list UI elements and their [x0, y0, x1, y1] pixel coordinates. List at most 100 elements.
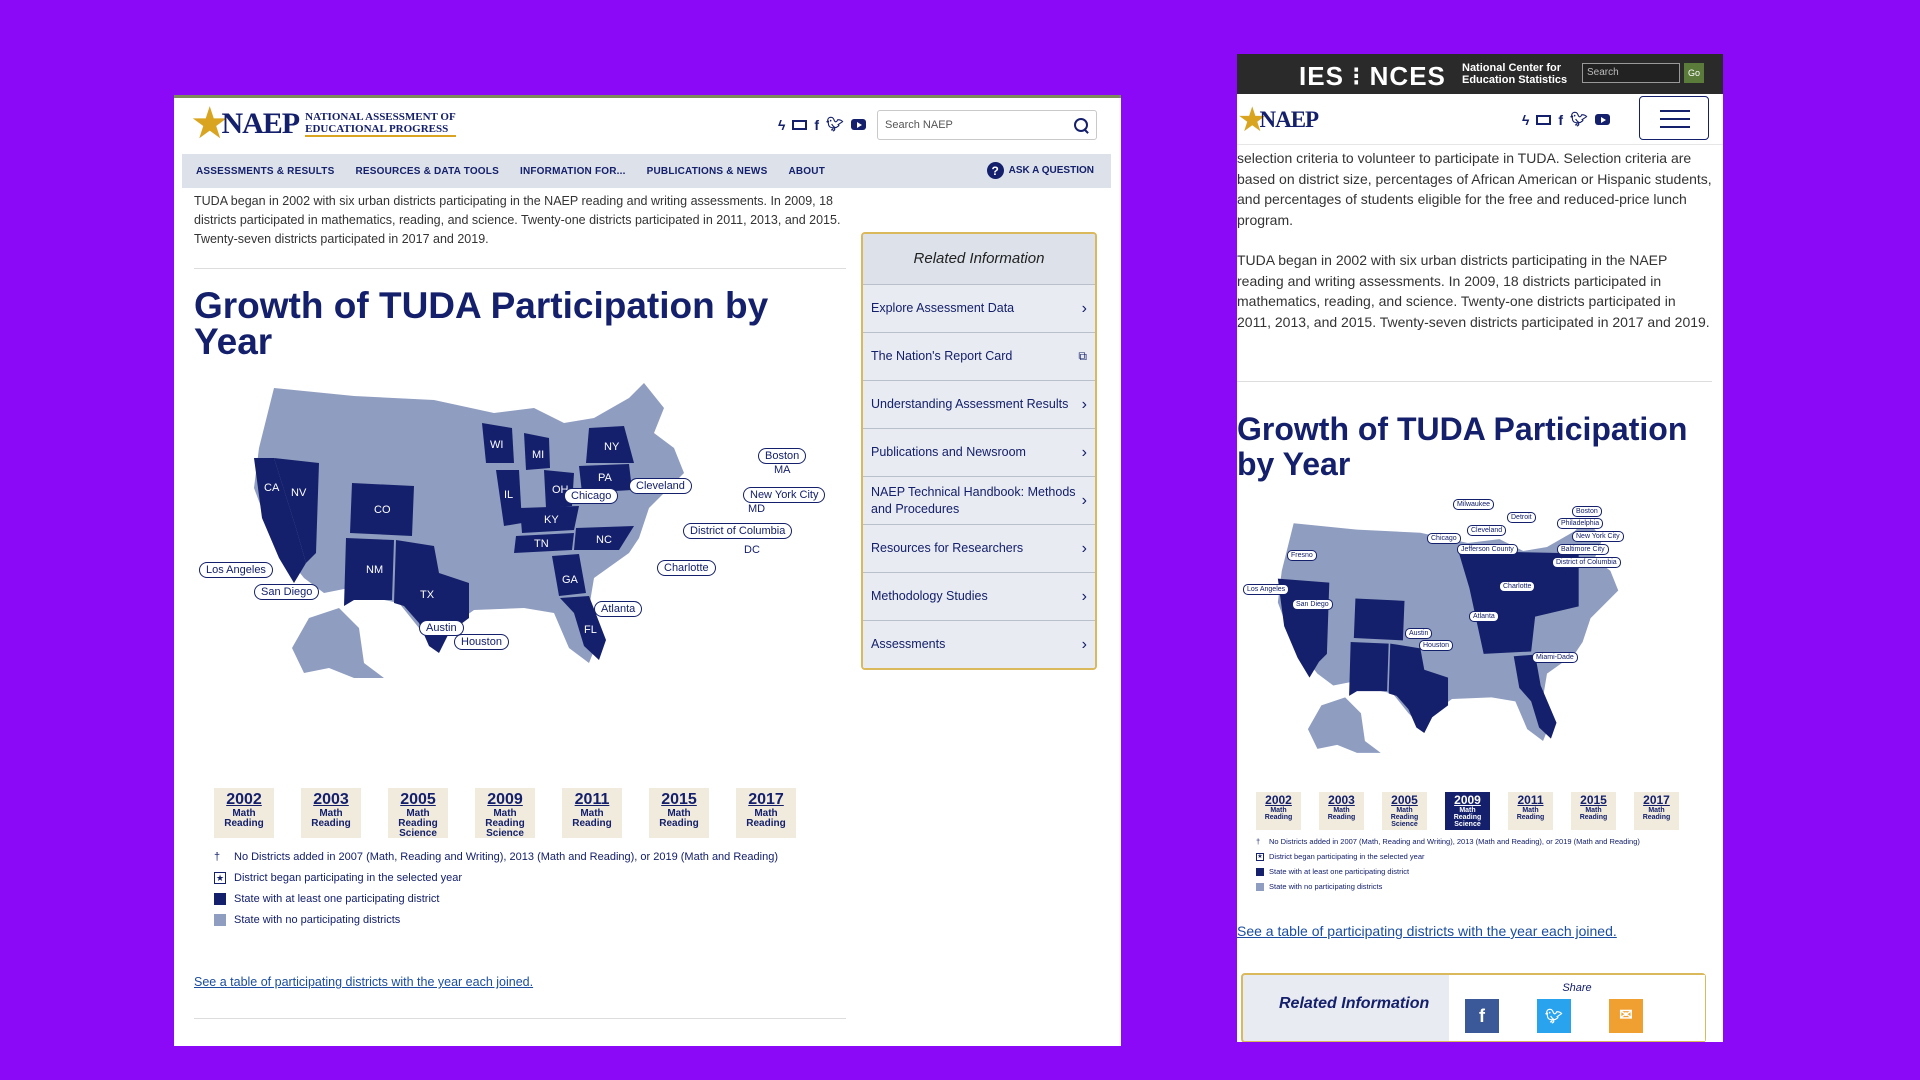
year-button-2017[interactable]: 2017 Math Reading: [736, 788, 796, 838]
state-nm[interactable]: [1349, 642, 1389, 696]
district-callout-houston[interactable]: Houston: [1419, 640, 1454, 651]
related-heading[interactable]: Related Information: [1279, 995, 1430, 1012]
related-item-methodology[interactable]: Methodology Studies ›: [863, 573, 1095, 621]
district-callout-miami-dade[interactable]: Miami-Dade: [1532, 652, 1578, 663]
year-button-2003[interactable]: 2003 Math Reading: [301, 788, 361, 838]
email-share-icon[interactable]: ✉: [1609, 999, 1643, 1033]
lightning-icon[interactable]: ϟ: [778, 116, 786, 133]
go-button[interactable]: Go: [1684, 63, 1704, 83]
year-button-2011[interactable]: 2011 Math Reading: [562, 788, 622, 838]
year-button-2003[interactable]: 2003 Math Reading: [1319, 792, 1364, 830]
district-callout-baltimore-city[interactable]: Baltimore City: [1557, 544, 1609, 555]
year-button-2002[interactable]: 2002 Math Reading: [1256, 792, 1301, 830]
nav-resources-data-tools[interactable]: RESOURCES & DATA TOOLS: [355, 165, 499, 177]
state-co[interactable]: [1353, 598, 1405, 641]
email-icon[interactable]: [792, 119, 808, 130]
district-callout-philadelphia[interactable]: Philadelphia: [1557, 518, 1604, 529]
state-mi[interactable]: [524, 433, 550, 470]
year-button-2017[interactable]: 2017 Math Reading: [1634, 792, 1679, 830]
table-link[interactable]: See a table of participating districts w…: [1237, 923, 1617, 939]
related-item-researchers[interactable]: Resources for Researchers ›: [863, 525, 1095, 573]
year-button-2005[interactable]: 2005 Math Reading Science: [1382, 792, 1427, 830]
state-ga-fl[interactable]: [1513, 654, 1557, 739]
lightning-icon[interactable]: ϟ: [1522, 111, 1530, 128]
state-ny[interactable]: [586, 426, 634, 463]
district-callout-atlanta[interactable]: Atlanta: [594, 601, 643, 617]
district-callout-los-angeles[interactable]: Los Angeles: [1243, 584, 1290, 595]
naep-logo[interactable]: ★ NAEP National Assessment of Educationa…: [190, 102, 456, 146]
year-button-2005[interactable]: 2005 Math Reading Science: [388, 788, 448, 839]
state-nc[interactable]: [574, 526, 634, 550]
year-button-2015[interactable]: 2015 Math Reading: [1571, 792, 1616, 830]
nav-information-for[interactable]: INFORMATION FOR...: [519, 165, 626, 177]
related-item-technical-handbook[interactable]: NAEP Technical Handbook: Methods and Pro…: [863, 477, 1095, 525]
district-callout-charlotte[interactable]: Charlotte: [657, 560, 716, 576]
hamburger-menu-button[interactable]: [1639, 96, 1709, 140]
state-ca[interactable]: [254, 458, 306, 583]
district-callout-cleveland[interactable]: Cleveland: [629, 478, 692, 494]
related-item-assessments[interactable]: Assessments ›: [863, 621, 1095, 668]
district-callout-cleveland[interactable]: Cleveland: [1467, 525, 1507, 536]
state-co[interactable]: [350, 483, 414, 536]
state-il[interactable]: [496, 470, 522, 526]
district-callout-chicago[interactable]: Chicago: [564, 488, 619, 504]
ies-logo[interactable]: IES ⁝ NCES: [1299, 61, 1446, 91]
district-callout-detroit[interactable]: Detroit: [1507, 512, 1536, 523]
year-button-2009[interactable]: 2009 Math Reading Science: [475, 788, 535, 839]
state-ky[interactable]: [520, 506, 579, 533]
state-wi[interactable]: [482, 423, 514, 463]
district-callout-houston[interactable]: Houston: [454, 634, 509, 650]
district-callout-fresno[interactable]: Fresno: [1287, 550, 1317, 561]
state-ga[interactable]: [552, 554, 586, 596]
state-nm[interactable]: [344, 538, 394, 606]
table-link[interactable]: See a table of participating districts w…: [194, 975, 534, 989]
district-callout-dc[interactable]: District of Columbia: [683, 523, 793, 539]
eastern-states[interactable]: [1458, 550, 1579, 654]
district-callout-austin[interactable]: Austin: [1405, 628, 1433, 639]
related-item-report-card[interactable]: The Nation's Report Card ⧉: [863, 333, 1095, 381]
state-label-nm: NM: [366, 564, 383, 576]
related-item-publications[interactable]: Publications and Newsroom ›: [863, 429, 1095, 477]
youtube-icon[interactable]: [1594, 114, 1610, 125]
search-input[interactable]: Search NAEP: [877, 110, 1097, 140]
naep-logo-mobile[interactable]: ★ NAEP: [1237, 98, 1319, 142]
district-callout-jefferson-county[interactable]: Jefferson County: [1457, 544, 1518, 555]
district-callout-austin[interactable]: Austin: [419, 620, 464, 636]
nav-publications-news[interactable]: PUBLICATIONS & NEWS: [646, 165, 768, 177]
district-callout-milwaukee[interactable]: Milwaukee: [1453, 499, 1495, 510]
district-callout-new-york-city[interactable]: New York City: [743, 487, 826, 503]
nav-about[interactable]: ABOUT: [788, 165, 826, 177]
email-icon[interactable]: [1536, 114, 1552, 125]
district-callout-atlanta[interactable]: Atlanta: [1469, 611, 1499, 622]
state-nv[interactable]: [274, 458, 319, 563]
nav-assessments-results[interactable]: ASSESSMENTS & RESULTS: [196, 165, 335, 177]
youtube-icon[interactable]: [850, 119, 866, 130]
facebook-share-icon[interactable]: f: [1465, 999, 1499, 1033]
state-pa[interactable]: [579, 464, 632, 493]
facebook-icon[interactable]: f: [814, 116, 820, 133]
district-callout-charlotte[interactable]: Charlotte: [1499, 581, 1536, 592]
year-button-2009-selected[interactable]: 2009 Math Reading Science: [1445, 792, 1490, 830]
year-button-2015[interactable]: 2015 Math Reading: [649, 788, 709, 838]
twitter-share-icon[interactable]: 🐦︎: [1537, 999, 1571, 1033]
twitter-icon[interactable]: 🐦︎: [1570, 111, 1588, 127]
district-callout-san-diego[interactable]: San Diego: [254, 584, 320, 600]
district-callout-los-angeles[interactable]: Los Angeles: [199, 562, 273, 578]
district-callout-dc[interactable]: District of Columbia: [1552, 557, 1621, 568]
year-button-2002[interactable]: 2002 Math Reading: [214, 788, 274, 838]
twitter-icon[interactable]: 🐦︎: [826, 116, 844, 132]
ask-question-link[interactable]: ? ASK A QUESTION: [986, 162, 1094, 179]
related-item-understanding-results[interactable]: Understanding Assessment Results ›: [863, 381, 1095, 429]
search-icon[interactable]: [1074, 118, 1088, 132]
district-callout-san-diego[interactable]: San Diego: [1292, 599, 1333, 610]
facebook-icon[interactable]: f: [1558, 111, 1564, 128]
district-callout-boston[interactable]: Boston: [758, 448, 807, 464]
nces-search-input[interactable]: Search: [1582, 63, 1680, 83]
state-tx[interactable]: [1388, 643, 1449, 734]
district-callout-boston[interactable]: Boston: [1572, 506, 1602, 517]
district-callout-new-york-city[interactable]: New York City: [1572, 531, 1624, 542]
related-item-explore-data[interactable]: Explore Assessment Data ›: [863, 285, 1095, 333]
year-button-2011[interactable]: 2011 Math Reading: [1508, 792, 1553, 830]
state-tn[interactable]: [514, 533, 574, 553]
district-callout-chicago[interactable]: Chicago: [1427, 533, 1461, 544]
